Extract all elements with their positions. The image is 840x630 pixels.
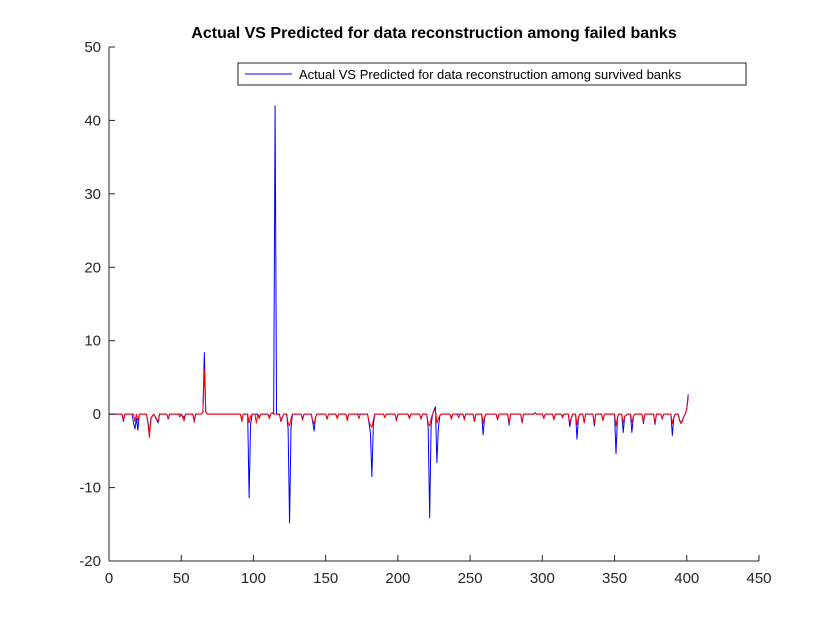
x-tick-label: 50 [173,570,190,587]
series-line-red [109,368,689,439]
legend-label: Actual VS Predicted for data reconstruct… [299,67,682,82]
legend: Actual VS Predicted for data reconstruct… [237,62,747,86]
y-tick-label: -10 [79,480,101,497]
y-tick-label: 50 [84,39,101,56]
x-tick-label: 0 [105,570,113,587]
x-tick-label: 450 [746,570,771,587]
y-tick-label: 30 [84,186,101,203]
x-tick-label: 150 [313,570,338,587]
legend-box [237,62,747,86]
x-tick-label: 100 [241,570,266,587]
x-tick-label: 200 [385,570,410,587]
x-tick-label: 300 [530,570,555,587]
axes-layer: 0 50 100 150 200 250 300 350 400 450 -20 -10 0 10 20 30… [79,39,771,587]
chart-title: Actual VS Predicted for data reconstruct… [191,25,677,42]
x-tick-label: 250 [458,570,483,587]
plot-area [109,47,759,561]
x-tick-label: 350 [602,570,627,587]
y-tick-label: 20 [84,259,101,276]
y-tick-label: 40 [84,112,101,129]
y-tick-label: -20 [79,553,101,570]
y-tick-label: 10 [84,333,101,350]
y-tick-label: 0 [93,406,101,423]
series-layer [109,105,689,524]
x-tick-label: 400 [674,570,699,587]
